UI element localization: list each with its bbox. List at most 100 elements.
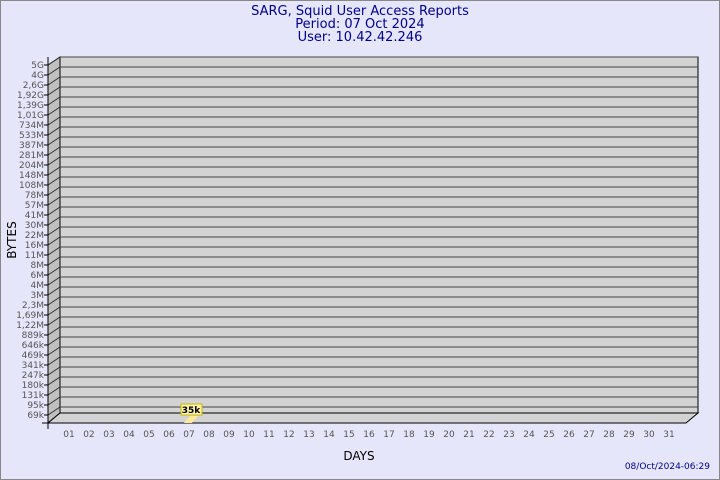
x-tick-label: 15	[343, 430, 354, 440]
grid-line-diagonal	[47, 376, 61, 386]
y-tick-label: 5G	[31, 61, 44, 71]
x-tick-label: 04	[123, 430, 135, 440]
x-tick-label: 20	[443, 430, 455, 440]
grid-line-diagonal	[47, 176, 61, 186]
y-tick-label: 646k	[22, 341, 45, 351]
grid-line-diagonal	[47, 256, 61, 266]
x-tick-label: 23	[503, 430, 514, 440]
grid-line-diagonal	[47, 276, 61, 286]
grid-line-diagonal	[47, 346, 61, 356]
x-tick-label: 05	[143, 430, 154, 440]
y-tick-label: 16M	[25, 241, 44, 251]
y-tick-label: 1,92G	[17, 91, 44, 101]
x-tick-label: 13	[303, 430, 314, 440]
bar-day-07	[184, 416, 198, 423]
bar-label-box	[180, 403, 203, 416]
grid-line-diagonal	[47, 76, 61, 86]
grid-line-diagonal	[47, 116, 61, 126]
grid-line-diagonal	[47, 286, 61, 296]
x-tick-label: 01	[63, 430, 74, 440]
y-tick-label: 3M	[31, 291, 45, 301]
chart-period: Period: 07 Oct 2024	[295, 17, 425, 32]
y-tick-label: 8M	[31, 261, 45, 271]
y-tick-label: 78M	[25, 191, 44, 201]
y-tick-label: 533M	[19, 131, 44, 141]
generated-timestamp: 08/Oct/2024-06:29	[624, 462, 710, 472]
x-tick-label: 27	[583, 430, 594, 440]
grid-line-diagonal	[47, 216, 61, 226]
grid-line-diagonal	[47, 96, 61, 106]
x-tick-label: 21	[463, 430, 474, 440]
grid-line-diagonal	[47, 106, 61, 116]
chart-user: User: 10.42.42.246	[297, 30, 423, 45]
grid-line-diagonal	[47, 126, 61, 136]
grid-line-diagonal	[47, 236, 61, 246]
plot-back	[59, 56, 699, 414]
grid-line-diagonal	[47, 336, 61, 346]
y-tick-label: 11M	[25, 251, 44, 261]
grid-line-diagonal	[47, 366, 61, 376]
grid-line-diagonal	[47, 406, 61, 416]
y-tick-label: 204M	[19, 161, 44, 171]
x-tick-label: 02	[83, 430, 94, 440]
x-tick-label: 25	[543, 430, 554, 440]
x-tick-label: 16	[363, 430, 375, 440]
x-tick-label: 11	[263, 430, 274, 440]
y-tick-label: 2,3M	[22, 301, 44, 311]
x-tick-label: 18	[403, 430, 415, 440]
grid-line-diagonal	[47, 56, 61, 66]
x-tick-label: 30	[643, 430, 655, 440]
y-tick-label: 889k	[22, 331, 45, 341]
y-tick-label: 180k	[22, 381, 45, 391]
grid-line-diagonal	[47, 166, 61, 176]
x-tick-label: 26	[563, 430, 575, 440]
grid-line-diagonal	[47, 386, 61, 396]
grid-line-diagonal	[47, 306, 61, 316]
x-tick-label: 09	[223, 430, 235, 440]
grid-line-diagonal	[47, 156, 61, 166]
y-tick-label: 95k	[27, 401, 44, 411]
x-tick-label: 17	[383, 430, 394, 440]
y-tick-label: 2,6G	[23, 81, 44, 91]
grid-line-diagonal	[47, 246, 61, 256]
grid-line-diagonal	[47, 66, 61, 76]
y-tick-label: 131k	[22, 391, 45, 401]
grid-line-diagonal	[47, 86, 61, 96]
bar-value-label: 35k	[182, 406, 202, 416]
grid-line-diagonal	[47, 396, 61, 406]
grid-line-diagonal	[47, 206, 61, 216]
grid-line-diagonal	[47, 296, 61, 306]
y-tick-label: 4G	[31, 71, 44, 81]
x-tick-label: 14	[323, 430, 335, 440]
x-tick-label: 10	[243, 430, 255, 440]
y-tick-label: 387M	[19, 141, 44, 151]
y-tick-label: 6M	[31, 271, 45, 281]
x-axis-label: DAYS	[343, 449, 374, 463]
y-tick-label: 341k	[22, 361, 45, 371]
chart-title: SARG, Squid User Access Reports	[251, 4, 469, 19]
x-tick-label: 28	[603, 430, 615, 440]
y-tick-label: 108M	[19, 181, 44, 191]
x-tick-label: 03	[103, 430, 114, 440]
grid-line-diagonal	[47, 136, 61, 146]
grid-line-diagonal	[47, 266, 61, 276]
grid-line-diagonal	[47, 146, 61, 156]
y-tick-label: 1,69M	[16, 311, 44, 321]
plot-floor	[46, 412, 700, 424]
y-tick-label: 22M	[25, 231, 44, 241]
x-tick-label: 31	[663, 430, 674, 440]
x-tick-label: 06	[163, 430, 175, 440]
y-tick-label: 4M	[31, 281, 45, 291]
y-tick-label: 1,39G	[17, 101, 44, 111]
x-tick-label: 07	[183, 430, 194, 440]
y-tick-label: 1,22M	[16, 321, 44, 331]
grid-line-diagonal	[47, 186, 61, 196]
x-tick-label: 24	[523, 430, 535, 440]
grid-line-diagonal	[47, 356, 61, 366]
y-tick-label: 734M	[19, 121, 44, 131]
grid-line-diagonal	[47, 226, 61, 236]
x-tick-label: 29	[623, 430, 635, 440]
grid-line-diagonal	[47, 316, 61, 326]
x-tick-label: 19	[423, 430, 435, 440]
